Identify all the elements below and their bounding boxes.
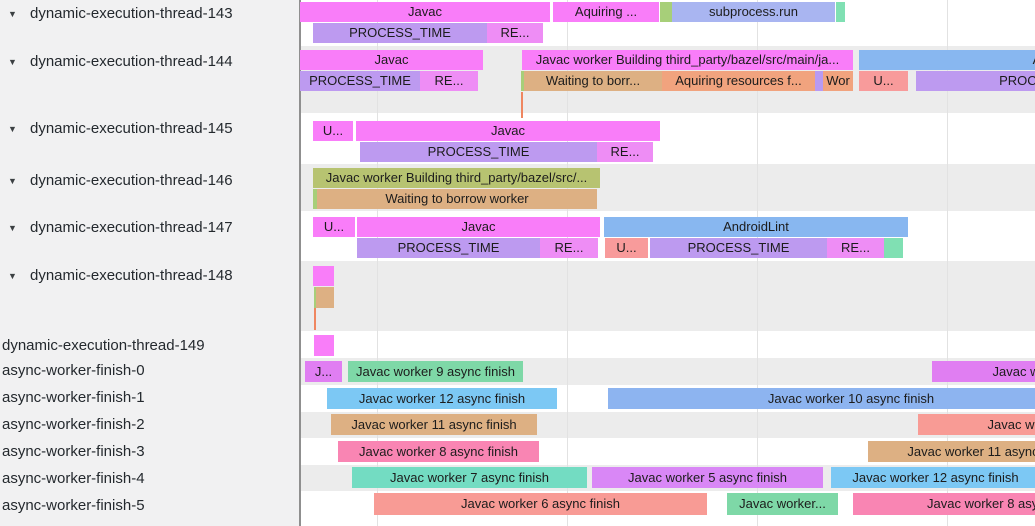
trace-slice[interactable]: subprocess.run: [672, 2, 835, 22]
track-label-text: dynamic-execution-thread-145: [30, 120, 233, 137]
trace-slice[interactable]: Javac worker 6 async finish: [374, 493, 707, 515]
trace-slice[interactable]: Aquiring ...: [553, 2, 659, 22]
track-label-dynamic-execution-thread-149: dynamic-execution-thread-149: [0, 337, 299, 355]
track-label-async-worker-finish-0: async-worker-finish-0: [0, 362, 299, 380]
track-label-text: async-worker-finish-1: [2, 389, 145, 406]
trace-slice[interactable]: Waiting to borr...: [524, 71, 662, 91]
trace-slice-fragment[interactable]: [313, 189, 317, 209]
trace-slice[interactable]: Javac: [357, 217, 600, 237]
trace-slice-fragment[interactable]: [313, 266, 334, 286]
trace-slice[interactable]: Javac worker 12 async finish: [327, 388, 557, 409]
time-gridline: [757, 0, 758, 526]
instant-event-tick[interactable]: [314, 308, 316, 330]
trace-slice[interactable]: Javac worker 5 async finish: [592, 467, 823, 488]
trace-slice[interactable]: PROCESS_TIME: [650, 238, 827, 258]
trace-slice[interactable]: Waiting to borrow worker: [317, 189, 597, 209]
track-label-async-worker-finish-2: async-worker-finish-2: [0, 416, 299, 434]
track-label-dynamic-execution-thread-148: ▼ dynamic-execution-thread-148: [0, 267, 299, 285]
trace-slice-fragment[interactable]: [314, 287, 316, 308]
trace-slice[interactable]: Javac worker 8 async finish: [338, 441, 539, 462]
trace-slice-fragment[interactable]: [521, 71, 524, 91]
trace-slice[interactable]: PROCESS_TIME: [357, 238, 540, 258]
trace-slice[interactable]: Javac worker 8 async finish: [853, 493, 1035, 515]
trace-slice[interactable]: Javac worker Building third_party/bazel/…: [313, 168, 600, 188]
track-label-dynamic-execution-thread-146: ▼ dynamic-execution-thread-146: [0, 172, 299, 190]
collapse-arrow-icon[interactable]: ▼: [8, 57, 17, 67]
time-gridline: [947, 0, 948, 526]
collapse-arrow-icon[interactable]: ▼: [8, 271, 17, 281]
trace-slice-fragment[interactable]: [316, 287, 334, 308]
instant-event-tick[interactable]: [521, 92, 523, 118]
panel-divider[interactable]: [299, 0, 301, 526]
trace-slice[interactable]: AndroidLint: [859, 50, 1035, 70]
trace-slice[interactable]: U...: [859, 71, 908, 91]
trace-slice[interactable]: RE...: [420, 71, 478, 91]
time-gridline: [377, 0, 378, 526]
trace-slice[interactable]: U...: [605, 238, 648, 258]
trace-slice[interactable]: Javac worker 9 async finish: [348, 361, 523, 382]
trace-slice[interactable]: Javac worker 12 async finish: [831, 467, 1035, 488]
trace-slice[interactable]: Javac worker 9 async finish: [932, 361, 1035, 382]
track-label-dynamic-execution-thread-145: ▼ dynamic-execution-thread-145: [0, 120, 299, 138]
track-label-text: async-worker-finish-4: [2, 470, 145, 487]
track-label-dynamic-execution-thread-143: ▼ dynamic-execution-thread-143: [0, 5, 299, 23]
time-gridline: [567, 0, 568, 526]
trace-slice[interactable]: Javac worker 7 async finish: [352, 467, 587, 488]
track-label-async-worker-finish-5: async-worker-finish-5: [0, 497, 299, 515]
trace-slice[interactable]: PROCESS_TIME: [300, 71, 420, 91]
trace-slice[interactable]: Javac: [356, 121, 660, 141]
track-label-text: dynamic-execution-thread-148: [30, 267, 233, 284]
trace-slice[interactable]: Javac worker 10 async finish: [608, 388, 1035, 409]
trace-slice[interactable]: RE...: [540, 238, 598, 258]
trace-slice[interactable]: Javac: [300, 50, 483, 70]
trace-slice[interactable]: RE...: [827, 238, 884, 258]
track-label-text: dynamic-execution-thread-149: [2, 337, 205, 354]
track-label-text: async-worker-finish-5: [2, 497, 145, 514]
track-label-text: async-worker-finish-0: [2, 362, 145, 379]
trace-slice[interactable]: Javac: [300, 2, 550, 22]
track-name-panel: ▼ dynamic-execution-thread-143 ▼ dynamic-ex…: [0, 0, 299, 526]
timeline-panel: Javac Aquiring ... subprocess.run PROCESS_T…: [300, 0, 1035, 526]
track-label-async-worker-finish-1: async-worker-finish-1: [0, 389, 299, 407]
trace-slice-fragment[interactable]: [815, 71, 823, 91]
collapse-arrow-icon[interactable]: ▼: [8, 9, 17, 19]
trace-slice-fragment[interactable]: [314, 335, 334, 356]
track-label-text: dynamic-execution-thread-143: [30, 5, 233, 22]
trace-slice[interactable]: RE...: [597, 142, 653, 162]
trace-slice-fragment[interactable]: [660, 2, 672, 22]
trace-slice[interactable]: Javac worker 11 async finish: [331, 414, 537, 435]
trace-slice[interactable]: U...: [313, 217, 355, 237]
trace-slice[interactable]: J...: [305, 361, 342, 382]
trace-slice[interactable]: PROCESS_TIME: [313, 23, 487, 43]
trace-slice[interactable]: PROCESS_TIME: [916, 71, 1035, 91]
row-band: [300, 261, 1035, 331]
trace-slice[interactable]: RE...: [487, 23, 543, 43]
track-label-dynamic-execution-thread-147: ▼ dynamic-execution-thread-147: [0, 219, 299, 237]
trace-slice[interactable]: PROCESS_TIME: [360, 142, 597, 162]
track-label-text: dynamic-execution-thread-147: [30, 219, 233, 236]
trace-slice[interactable]: Wor: [823, 71, 853, 91]
trace-slice[interactable]: U...: [313, 121, 353, 141]
trace-slice[interactable]: Javac worker Building third_party/bazel/…: [522, 50, 853, 70]
track-label-text: dynamic-execution-thread-144: [30, 53, 233, 70]
trace-slice-fragment[interactable]: [884, 238, 903, 258]
collapse-arrow-icon[interactable]: ▼: [8, 223, 17, 233]
track-label-text: dynamic-execution-thread-146: [30, 172, 233, 189]
trace-slice[interactable]: Aquiring resources f...: [662, 71, 815, 91]
trace-slice[interactable]: AndroidLint: [604, 217, 908, 237]
trace-slice[interactable]: Javac worker 6 async finish: [918, 414, 1035, 435]
trace-slice-fragment[interactable]: [836, 2, 845, 22]
collapse-arrow-icon[interactable]: ▼: [8, 176, 17, 186]
trace-slice[interactable]: Javac worker...: [727, 493, 838, 515]
track-label-text: async-worker-finish-2: [2, 416, 145, 433]
track-label-async-worker-finish-3: async-worker-finish-3: [0, 443, 299, 461]
trace-slice[interactable]: Javac worker 11 async finish: [868, 441, 1035, 462]
track-label-async-worker-finish-4: async-worker-finish-4: [0, 470, 299, 488]
track-label-text: async-worker-finish-3: [2, 443, 145, 460]
track-label-dynamic-execution-thread-144: ▼ dynamic-execution-thread-144: [0, 53, 299, 71]
collapse-arrow-icon[interactable]: ▼: [8, 124, 17, 134]
